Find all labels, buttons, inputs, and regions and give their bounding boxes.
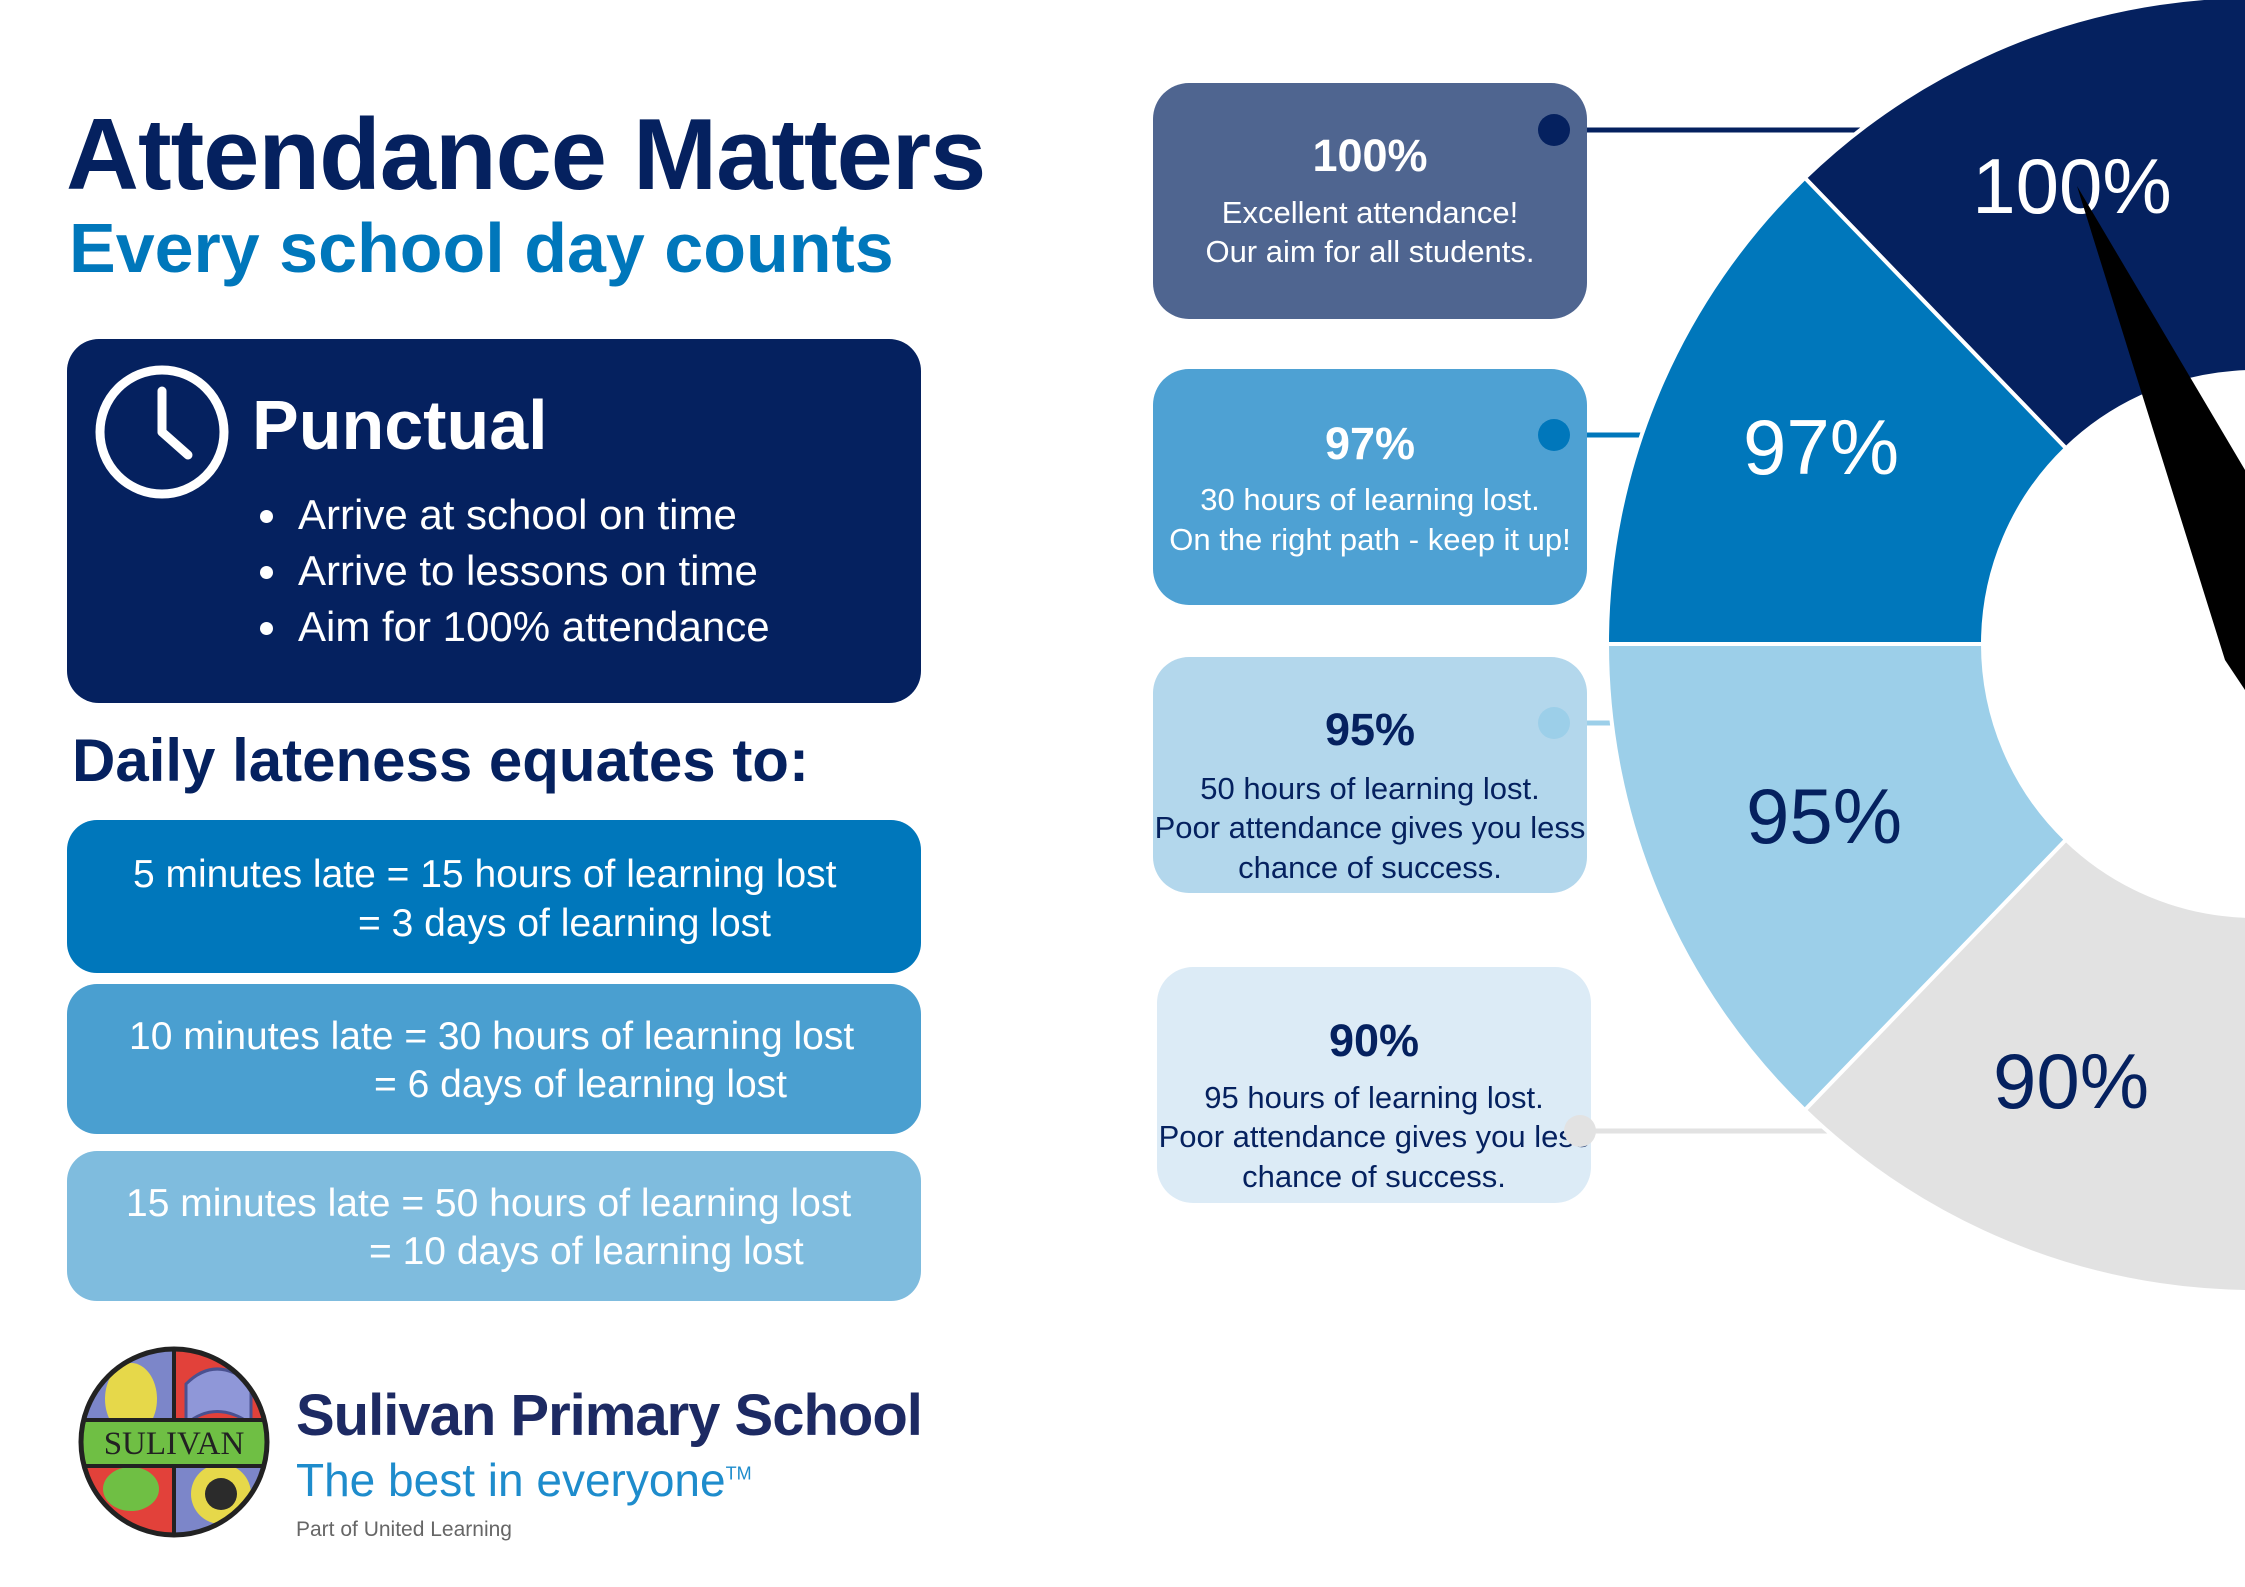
lateness-heading: Daily lateness equates to: [72, 727, 809, 794]
school-logo: SULIVAN [78, 1346, 270, 1538]
lateness-item-10min: 10 minutes late = 30 hours of learning l… [67, 984, 921, 1134]
punctual-bullet: Aim for 100% attendance [292, 599, 770, 655]
gauge-label-90: 90% [1993, 1037, 2149, 1125]
card-title: 97% [1324, 418, 1416, 469]
card-97: 97% 30 hours of learning lost. On the ri… [1153, 369, 1587, 605]
lateness-line2: = 10 days of learning lost [369, 1230, 804, 1273]
card-95: 95% 50 hours of learning lost. Poor atte… [1153, 657, 1587, 893]
card-line: 30 hours of learning lost. [1200, 482, 1540, 517]
gauge-label-97: 97% [1743, 403, 1899, 491]
card-title: 100% [1312, 130, 1428, 181]
card-line: 95 hours of learning lost. [1204, 1080, 1544, 1115]
clock-icon [95, 365, 229, 499]
lateness-line2: = 3 days of learning lost [358, 902, 772, 945]
card-title: 95% [1324, 704, 1416, 755]
card-line: On the right path - keep it up! [1169, 522, 1571, 557]
gauge-segment-97 [1604, 175, 2069, 646]
card-90: 90% 95 hours of learning lost. Poor atte… [1157, 967, 1591, 1203]
punctual-list: Arrive at school on time Arrive to lesso… [252, 487, 770, 655]
logo-text: SULIVAN [104, 1426, 245, 1462]
card-line: Poor attendance gives you less [1158, 1119, 1590, 1154]
trademark: TM [725, 1463, 752, 1484]
card-line: 50 hours of learning lost. [1200, 771, 1540, 806]
card-100: 100% Excellent attendance! Our aim for a… [1153, 83, 1587, 319]
lateness-item-15min: 15 minutes late = 50 hours of learning l… [67, 1151, 921, 1301]
gauge-needle [2077, 186, 2245, 690]
lateness-line2: = 6 days of learning lost [374, 1063, 788, 1106]
card-line: Excellent attendance! [1221, 195, 1519, 230]
punctual-title: Punctual [252, 386, 548, 464]
lateness-line1: 5 minutes late = 15 hours of learning lo… [133, 853, 837, 896]
card-line: chance of success. [1238, 850, 1502, 885]
card-title: 90% [1328, 1015, 1420, 1066]
tagline-text: The best in everyone [296, 1454, 726, 1506]
punctual-bullet: Arrive at school on time [292, 487, 770, 543]
school-tagline: The best in everyoneTM [296, 1453, 752, 1507]
lateness-item-5min: 5 minutes late = 15 hours of learning lo… [67, 820, 921, 973]
card-line: Our aim for all students. [1205, 234, 1535, 269]
school-name: Sulivan Primary School [296, 1383, 923, 1448]
card-line: chance of success. [1242, 1159, 1506, 1194]
lateness-line1: 10 minutes late = 30 hours of learning l… [129, 1015, 855, 1058]
card-line: Poor attendance gives you less [1154, 810, 1586, 845]
punctual-panel: Punctual Arrive at school on time Arrive… [67, 339, 921, 703]
gauge-label-100: 100% [1972, 142, 2172, 230]
gauge-segment-90 [1802, 836, 2245, 1294]
punctual-bullet: Arrive to lessons on time [292, 543, 770, 599]
part-of-text: Part of United Learning [296, 1518, 512, 1541]
page-title: Attendance Matters [66, 99, 986, 211]
page-subtitle: Every school day counts [69, 209, 894, 287]
gauge-label-95: 95% [1746, 772, 1902, 860]
lateness-line1: 15 minutes late = 50 hours of learning l… [126, 1182, 852, 1225]
gauge-segment-95 [1604, 642, 2069, 1113]
